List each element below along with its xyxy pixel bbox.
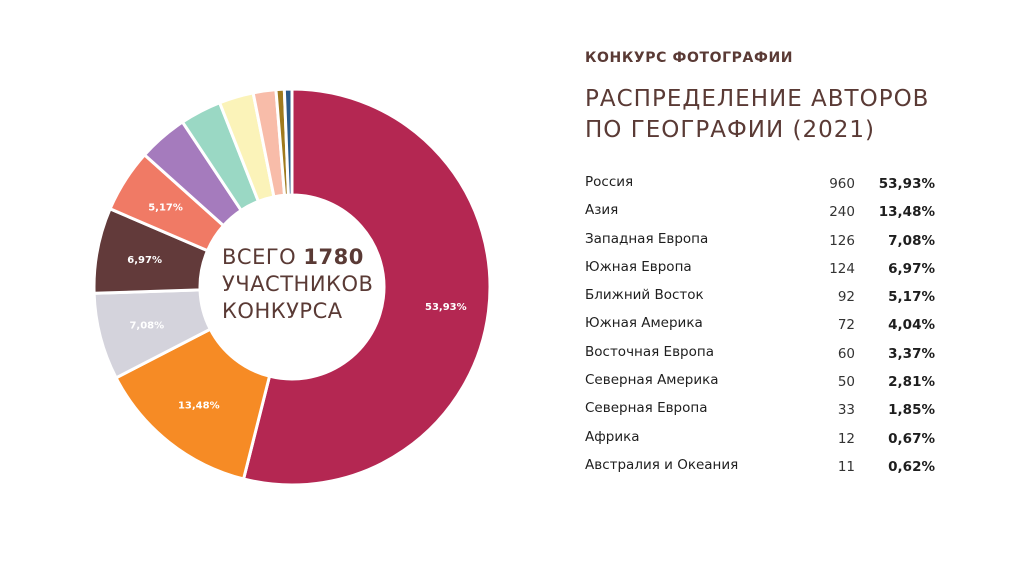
center-prefix: ВСЕГО — [222, 245, 297, 269]
table-row: Россия 960 53,93% — [585, 174, 935, 202]
region-percent: 0,67% — [888, 430, 935, 447]
slice-1 — [241, 87, 492, 487]
chart-title-line1: РАСПРЕДЕЛЕНИЕ АВТОРОВ — [585, 86, 930, 112]
region-count: 33 — [837, 402, 855, 419]
region-percent: 1,85% — [888, 402, 935, 419]
region-name: Африка — [585, 428, 640, 445]
region-name: Северная Америка — [585, 372, 719, 389]
chart-kicker: КОНКУРС ФОТОГРАФИИ — [585, 50, 794, 66]
region-count: 60 — [837, 345, 855, 362]
table-row: Африка 12 0,67% — [585, 429, 935, 457]
region-count: 960 — [829, 176, 855, 192]
center-total: 1780 — [303, 245, 364, 269]
region-count: 124 — [829, 260, 855, 277]
table-row: Западная Европа 126 7,08% — [585, 231, 935, 259]
region-name: Восточная Европа — [585, 343, 714, 360]
data-table: Россия 960 53,93% Азия 240 13,48% Западная Евр… — [585, 174, 935, 485]
region-percent: 4,04% — [888, 317, 935, 334]
donut-chart: 53,93% 13,48% 7,08% 6,97% 5,17% — [92, 87, 492, 487]
region-count: 126 — [829, 232, 855, 249]
region-name: Южная Америка — [585, 315, 703, 332]
region-percent: 2,81% — [888, 374, 935, 391]
table-row: Восточная Европа 60 3,37% — [585, 344, 935, 372]
center-line2: УЧАСТНИКОВ — [222, 272, 374, 296]
region-percent: 3,37% — [888, 345, 935, 362]
center-line3: КОНКУРСА — [222, 299, 343, 323]
region-name: Азия — [585, 202, 619, 219]
slice-11 — [282, 87, 294, 197]
table-row: Ближний Восток 92 5,17% — [585, 287, 935, 315]
slice-label-4: 6,97% — [127, 255, 162, 266]
table-row: Южная Америка 72 4,04% — [585, 315, 935, 343]
table-row: Азия 240 13,48% — [585, 202, 935, 230]
region-name: Ближний Восток — [585, 287, 704, 304]
region-count: 240 — [829, 204, 855, 221]
region-name: Западная Европа — [585, 230, 709, 247]
region-count: 12 — [837, 430, 855, 447]
region-percent: 6,97% — [888, 260, 935, 277]
chart-title-line2: ПО ГЕОГРАФИИ (2021) — [585, 117, 876, 143]
region-percent: 7,08% — [888, 232, 935, 249]
chart-title: РАСПРЕДЕЛЕНИЕ АВТОРОВ ПО ГЕОГРАФИИ (2021… — [585, 84, 1005, 146]
region-count: 72 — [837, 317, 855, 334]
slice-label-2: 13,48% — [178, 401, 220, 412]
slice-label-3: 7,08% — [129, 321, 164, 332]
table-row: Южная Европа 124 6,97% — [585, 259, 935, 287]
region-count: 92 — [837, 289, 855, 306]
slice-label-5: 5,17% — [148, 202, 183, 213]
slice-label-1: 53,93% — [425, 302, 467, 313]
region-name: Северная Европа — [585, 400, 708, 417]
region-percent: 13,48% — [878, 204, 935, 221]
table-row: Австралия и Океания 11 0,62% — [585, 457, 935, 485]
slice-2 — [114, 327, 272, 481]
region-percent: 5,17% — [888, 289, 935, 306]
region-percent: 53,93% — [878, 176, 935, 192]
region-name: Россия — [585, 174, 634, 190]
region-name: Южная Европа — [585, 258, 692, 275]
region-percent: 0,62% — [888, 458, 935, 475]
region-count: 50 — [837, 374, 855, 391]
region-name: Австралия и Океания — [585, 456, 739, 473]
center-total-label: ВСЕГО 1780 УЧАСТНИКОВ КОНКУРСА — [222, 244, 382, 325]
table-row: Северная Америка 50 2,81% — [585, 372, 935, 400]
table-row: Северная Европа 33 1,85% — [585, 400, 935, 428]
region-count: 11 — [837, 458, 855, 475]
